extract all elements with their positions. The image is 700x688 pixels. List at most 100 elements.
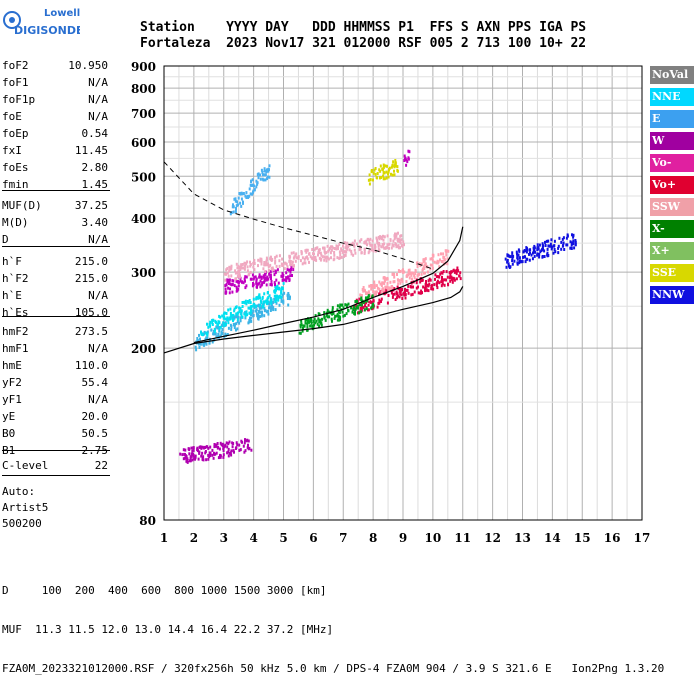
param-row: foEs 2.80 — [2, 160, 108, 175]
echo-point — [272, 300, 275, 304]
echo-point — [261, 313, 264, 316]
echo-point — [226, 267, 229, 271]
echo-point — [275, 254, 278, 258]
echo-point — [396, 165, 399, 169]
echo-point — [227, 326, 230, 330]
echo-point — [292, 251, 295, 255]
echo-point — [506, 259, 509, 262]
echo-point — [353, 239, 356, 243]
param-name: hmF2 — [2, 325, 29, 338]
echo-point — [184, 448, 187, 452]
param-name: foE — [2, 110, 22, 123]
echo-point — [255, 280, 258, 284]
echo-point — [333, 247, 336, 250]
echo-point — [236, 200, 239, 204]
echo-point — [352, 304, 355, 308]
echo-point — [236, 280, 239, 284]
echo-point — [339, 253, 342, 257]
echo-point — [450, 270, 453, 274]
echo-point — [434, 277, 436, 281]
echo-point — [229, 282, 232, 286]
echo-point — [261, 281, 264, 285]
echo-point — [205, 342, 208, 346]
echo-point — [280, 299, 283, 303]
echo-point — [365, 296, 367, 300]
echo-point — [313, 317, 316, 321]
echo-point — [293, 264, 295, 268]
echo-point — [376, 240, 379, 244]
echo-point — [241, 263, 244, 266]
echo-point — [268, 272, 271, 276]
echo-point — [314, 255, 317, 259]
echo-point — [572, 233, 575, 237]
echo-point — [442, 270, 445, 273]
echo-point — [387, 286, 390, 290]
x-tick-label: 9 — [399, 531, 407, 545]
echo-point — [200, 330, 202, 334]
x-tick-label: 3 — [220, 531, 228, 545]
echo-point — [435, 283, 438, 287]
echo-point — [421, 278, 424, 282]
echo-point — [393, 169, 395, 173]
echo-point — [533, 246, 536, 250]
echo-point — [403, 159, 406, 162]
echo-point — [359, 247, 362, 251]
echo-point — [193, 457, 196, 460]
echo-point — [246, 260, 249, 264]
echo-point — [256, 314, 259, 318]
echo-point — [408, 268, 411, 272]
echo-point — [421, 268, 424, 272]
echo-point — [573, 246, 576, 250]
echo-point — [199, 342, 202, 346]
echo-point — [282, 281, 285, 285]
echo-point — [397, 294, 399, 298]
echo-point — [258, 306, 261, 310]
echo-point — [416, 274, 419, 278]
echo-point — [389, 280, 392, 284]
echo-point — [373, 286, 376, 289]
echo-point — [230, 274, 233, 278]
echo-point — [358, 303, 361, 307]
echo-point — [442, 252, 445, 256]
echo-point — [574, 239, 577, 242]
echo-point — [229, 315, 232, 319]
echo-point — [261, 177, 264, 181]
echo-point — [232, 210, 235, 214]
echo-point — [228, 269, 231, 273]
echo-point — [304, 256, 307, 260]
param-row: foEp 0.54 — [2, 126, 108, 141]
echo-point — [396, 273, 398, 276]
echo-point — [382, 177, 385, 181]
y-tick-label: 200 — [131, 342, 156, 356]
echo-point — [313, 248, 316, 252]
echo-point — [542, 244, 545, 248]
echo-point — [267, 309, 269, 313]
echo-point — [253, 258, 256, 262]
echo-point — [392, 280, 395, 284]
echo-point — [257, 172, 260, 176]
param-name: h`F — [2, 255, 22, 268]
echo-point — [449, 271, 452, 274]
echo-point — [259, 177, 262, 181]
echo-point — [222, 449, 225, 453]
echo-point — [265, 263, 268, 267]
echo-point — [370, 287, 373, 291]
echo-point — [416, 265, 419, 268]
param-name: yF1 — [2, 393, 22, 406]
echo-point — [351, 310, 354, 314]
echo-point — [229, 307, 232, 311]
echo-point — [226, 451, 229, 455]
echo-point — [202, 455, 205, 459]
echo-point — [407, 270, 410, 274]
echo-point — [326, 313, 328, 317]
echo-point — [327, 249, 330, 253]
echo-point — [374, 172, 377, 176]
echo-point — [228, 282, 230, 285]
echo-point — [292, 256, 295, 260]
echo-point — [438, 275, 441, 279]
y-tick-label: 500 — [131, 170, 156, 184]
echo-point — [250, 305, 253, 308]
echo-point — [230, 266, 233, 270]
echo-point — [401, 270, 404, 274]
echo-point — [190, 446, 193, 450]
